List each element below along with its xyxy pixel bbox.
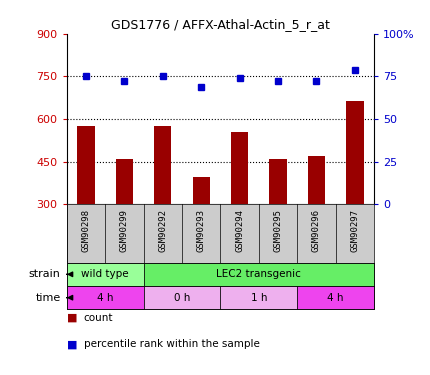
Text: GSM90293: GSM90293 bbox=[197, 209, 206, 252]
Text: percentile rank within the sample: percentile rank within the sample bbox=[84, 339, 260, 350]
Bar bbox=[193, 177, 210, 204]
Bar bbox=[67, 286, 144, 309]
Bar bbox=[297, 286, 374, 309]
Text: GSM90295: GSM90295 bbox=[273, 209, 283, 252]
Text: strain: strain bbox=[29, 269, 61, 279]
Bar bbox=[144, 262, 374, 286]
Text: 4 h: 4 h bbox=[97, 293, 114, 303]
Text: ■: ■ bbox=[67, 313, 77, 323]
Text: GSM90294: GSM90294 bbox=[235, 209, 244, 252]
Bar bbox=[269, 159, 287, 204]
Bar bbox=[346, 100, 363, 204]
Text: GSM90296: GSM90296 bbox=[312, 209, 321, 252]
Bar bbox=[308, 156, 325, 204]
Title: GDS1776 / AFFX-Athal-Actin_5_r_at: GDS1776 / AFFX-Athal-Actin_5_r_at bbox=[111, 18, 330, 31]
Text: count: count bbox=[84, 313, 114, 323]
Bar bbox=[221, 286, 297, 309]
Bar bbox=[231, 132, 248, 204]
Text: LEC2 transgenic: LEC2 transgenic bbox=[216, 269, 301, 279]
Text: GSM90299: GSM90299 bbox=[120, 209, 129, 252]
Text: 0 h: 0 h bbox=[174, 293, 190, 303]
Bar bbox=[144, 286, 221, 309]
Text: GSM90297: GSM90297 bbox=[350, 209, 359, 252]
Text: GSM90298: GSM90298 bbox=[81, 209, 90, 252]
Text: ■: ■ bbox=[67, 339, 77, 350]
Text: time: time bbox=[35, 293, 61, 303]
Bar bbox=[116, 159, 133, 204]
Bar bbox=[154, 126, 172, 204]
Text: GSM90292: GSM90292 bbox=[158, 209, 167, 252]
Text: wild type: wild type bbox=[81, 269, 129, 279]
Text: 4 h: 4 h bbox=[327, 293, 344, 303]
Bar bbox=[77, 126, 95, 204]
Text: 1 h: 1 h bbox=[251, 293, 267, 303]
Bar bbox=[67, 262, 144, 286]
